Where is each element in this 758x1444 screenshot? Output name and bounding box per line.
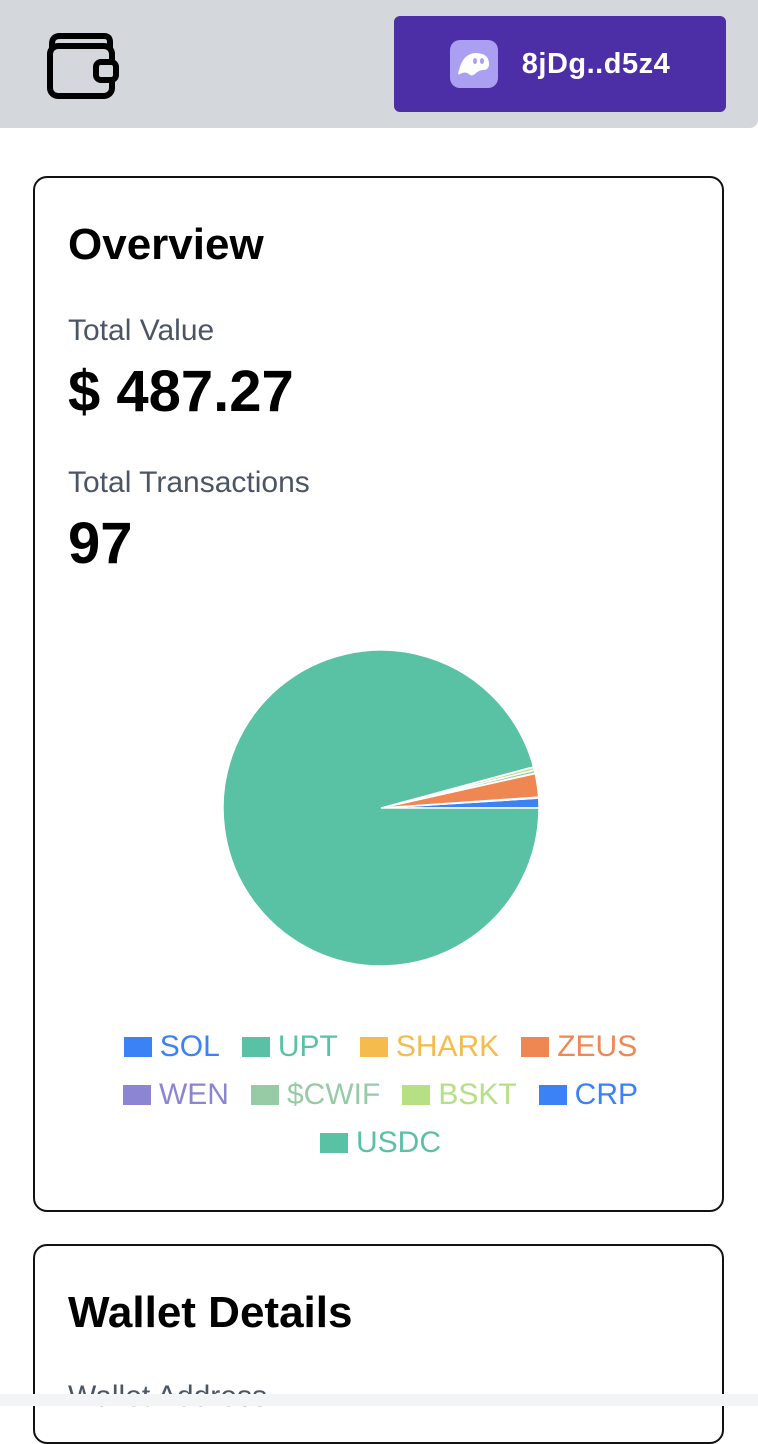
wallet-icon[interactable] — [44, 30, 120, 100]
legend-label: USDC — [355, 1126, 441, 1159]
phantom-ghost-icon — [449, 40, 498, 88]
legend-label: SHARK — [395, 1030, 500, 1063]
legend-item-sol[interactable]: SOL — [123, 1030, 220, 1064]
legend-item-wen[interactable]: WEN — [122, 1078, 229, 1112]
pie-slice-usdc[interactable] — [222, 649, 540, 967]
legend-label: BSKT — [438, 1078, 517, 1111]
legend-item-usdc[interactable]: USDC — [319, 1126, 441, 1160]
wallet-address-short: 8jDg..d5z4 — [521, 47, 671, 80]
overview-card: Overview Total Value $ 487.27 Total Tran… — [33, 176, 724, 1212]
legend-label: $CWIF — [286, 1078, 381, 1111]
legend-swatch — [319, 1133, 348, 1153]
total-value-label: Total Value — [68, 314, 215, 347]
total-transactions-label: Total Transactions — [68, 466, 310, 499]
legend-swatch — [402, 1085, 431, 1105]
legend-item-cwif[interactable]: $CWIF — [250, 1078, 381, 1112]
holdings-pie-chart — [222, 649, 540, 967]
legend-swatch — [538, 1085, 567, 1105]
legend-item-upt[interactable]: UPT — [241, 1030, 338, 1064]
legend-swatch — [521, 1037, 550, 1057]
legend-swatch — [359, 1037, 388, 1057]
legend-label: SOL — [159, 1030, 220, 1063]
top-bar: 8jDg..d5z4 — [0, 0, 758, 128]
legend-swatch — [123, 1037, 152, 1057]
legend-swatch — [241, 1037, 270, 1057]
legend-swatch — [122, 1085, 151, 1105]
bottom-edge — [0, 1394, 758, 1406]
legend-label: WEN — [158, 1078, 229, 1111]
legend-item-shark[interactable]: SHARK — [359, 1030, 500, 1064]
wallet-details-title: Wallet Details — [68, 1288, 353, 1337]
legend-item-zeus[interactable]: ZEUS — [521, 1030, 637, 1064]
legend-swatch — [250, 1085, 279, 1105]
total-value: $ 487.27 — [68, 359, 294, 424]
pie-legend: SOL UPT SHARK ZEUS WEN $CWIF BSKT CRP USDC — [35, 1030, 726, 1160]
wallet-details-card: Wallet Details Wallet Address — [33, 1244, 724, 1444]
legend-item-crp[interactable]: CRP — [538, 1078, 639, 1112]
legend-label: UPT — [277, 1030, 338, 1063]
legend-item-bskt[interactable]: BSKT — [402, 1078, 517, 1112]
legend-label: CRP — [574, 1078, 639, 1111]
overview-title: Overview — [68, 220, 264, 269]
legend-label: ZEUS — [557, 1030, 638, 1063]
total-transactions-value: 97 — [68, 511, 133, 576]
connected-wallet-button[interactable]: 8jDg..d5z4 — [394, 16, 726, 112]
